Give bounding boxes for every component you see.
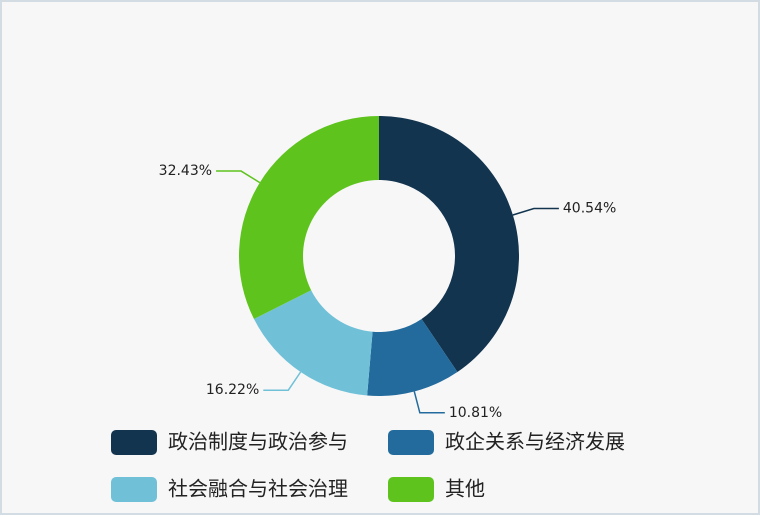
legend-swatch: [388, 477, 434, 502]
pie-slice: [238, 116, 379, 320]
legend-label: 其他: [445, 477, 485, 501]
data-label: 40.54%: [563, 201, 616, 217]
data-label: 10.81%: [449, 405, 502, 421]
pie-slice: [253, 290, 373, 396]
pie-slice: [367, 318, 458, 396]
legend-label: 政治制度与政治参与: [168, 430, 348, 454]
legend-swatch: [111, 477, 157, 502]
legend-swatch: [111, 430, 157, 455]
leader-line: [216, 170, 261, 184]
pie-slice: [379, 116, 519, 372]
data-label: 16.22%: [206, 382, 259, 398]
legend-label: 社会融合与社会治理: [168, 477, 348, 501]
leader-line: [263, 371, 302, 391]
leader-line: [413, 391, 445, 414]
leader-line: [512, 207, 559, 216]
data-label: 32.43%: [159, 163, 212, 179]
legend-swatch: [388, 430, 434, 455]
legend-label: 政企关系与经济发展: [445, 430, 625, 454]
